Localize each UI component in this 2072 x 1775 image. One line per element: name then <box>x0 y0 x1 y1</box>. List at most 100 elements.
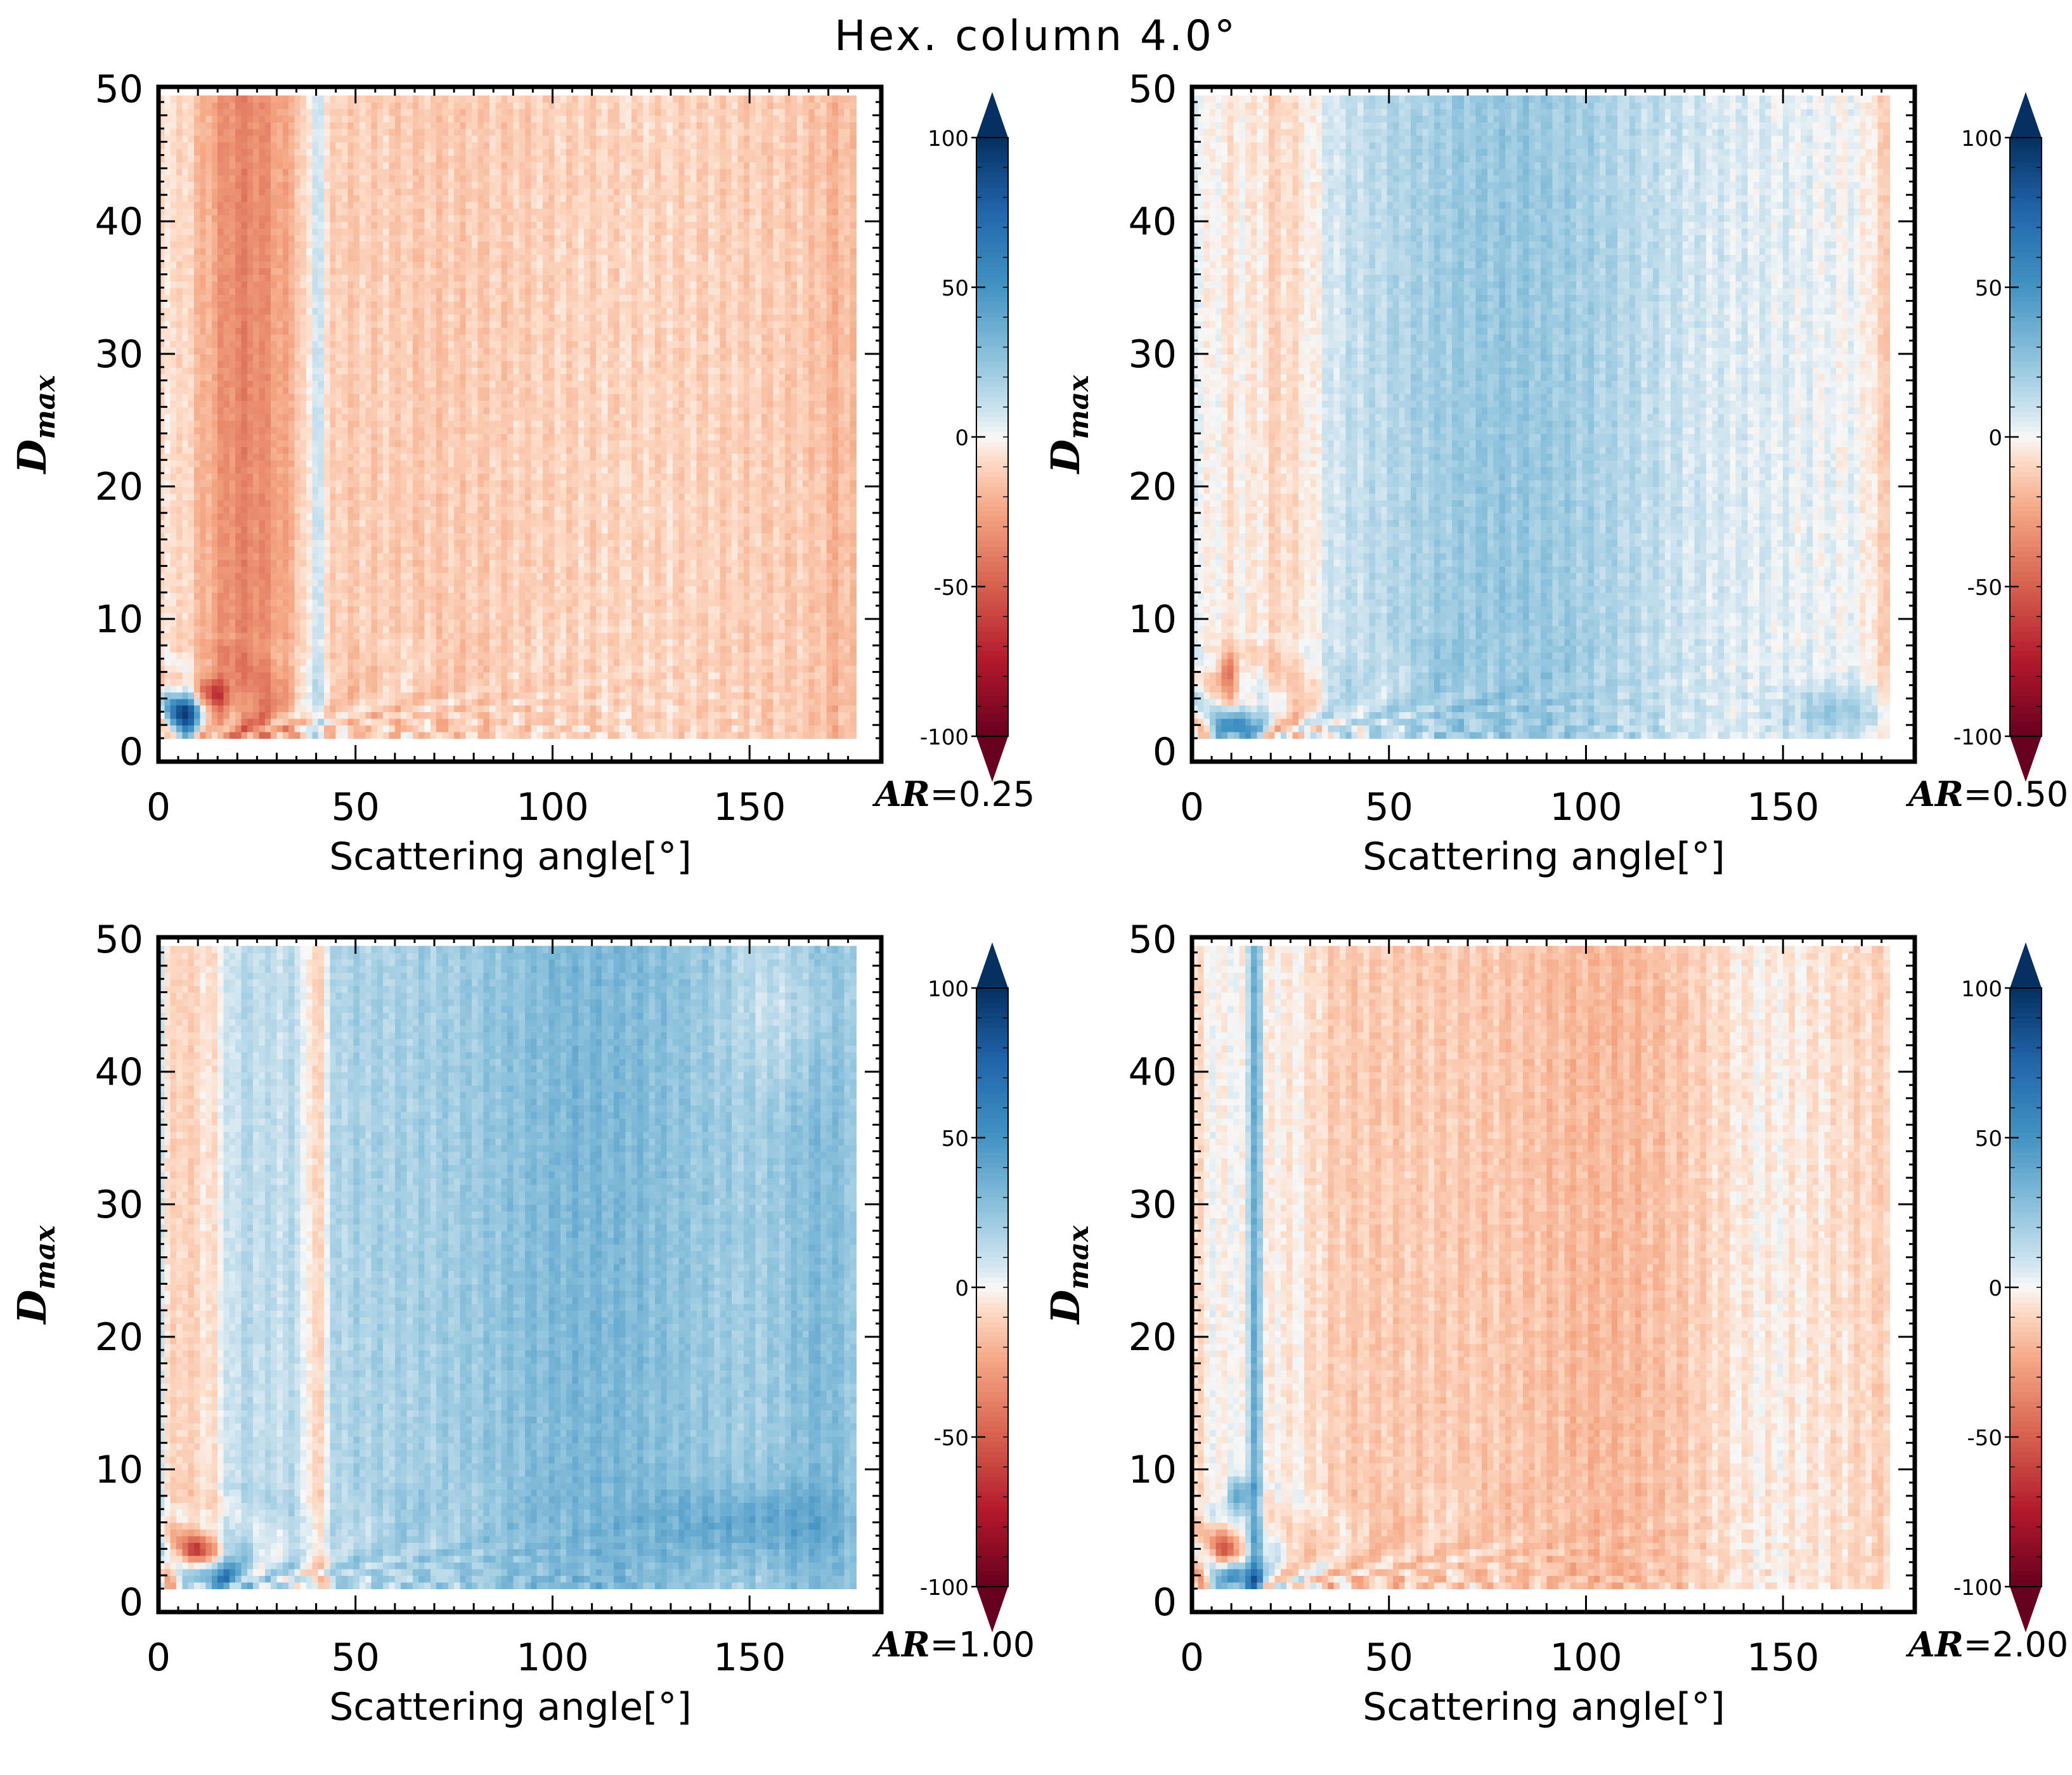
heatmap-cell <box>371 718 378 726</box>
heatmap-cell <box>253 572 260 580</box>
heatmap-cell <box>247 380 254 388</box>
heatmap-cell <box>412 162 419 169</box>
heatmap-cell <box>365 393 372 401</box>
heatmap-cell <box>448 181 455 189</box>
heatmap-cell <box>371 539 378 547</box>
heatmap-cell <box>217 539 224 547</box>
heatmap-cell <box>264 162 271 169</box>
heatmap-cell <box>223 208 230 216</box>
heatmap-cell <box>170 254 177 262</box>
heatmap-cell <box>223 506 230 514</box>
heatmap-cell <box>164 101 171 110</box>
heatmap-cell <box>460 639 467 646</box>
heatmap-cell <box>324 221 331 229</box>
heatmap-cell <box>442 446 449 454</box>
heatmap-cell <box>318 519 325 527</box>
heatmap-cell <box>312 466 319 474</box>
heatmap-cell <box>312 162 319 169</box>
heatmap-cell <box>300 221 307 229</box>
heatmap-cell <box>188 466 195 474</box>
heatmap-cell <box>306 115 313 123</box>
heatmap-cell <box>353 479 360 487</box>
heatmap-cell <box>282 579 289 587</box>
heatmap-cell <box>247 493 254 500</box>
heatmap-cell <box>312 301 319 308</box>
heatmap-cell <box>436 201 443 209</box>
heatmap-cell <box>430 168 437 176</box>
heatmap-cell <box>436 479 443 487</box>
heatmap-cell <box>389 559 396 567</box>
heatmap-cell <box>223 234 230 242</box>
heatmap-cell <box>200 672 207 679</box>
heatmap-cell <box>170 380 177 388</box>
heatmap-cell <box>430 247 437 256</box>
heatmap-cell <box>424 208 431 216</box>
heatmap-cell <box>259 566 266 573</box>
heatmap-cell <box>353 341 360 348</box>
heatmap-cell <box>288 612 295 620</box>
heatmap-cell <box>300 148 307 156</box>
heatmap-cell <box>353 101 360 110</box>
heatmap-cell <box>342 679 349 686</box>
heatmap-cell <box>436 374 443 381</box>
heatmap-cell <box>383 632 390 640</box>
heatmap-cell <box>211 427 218 434</box>
heatmap-cell <box>359 162 366 169</box>
heatmap-cell <box>377 341 384 348</box>
heatmap-cell <box>235 645 242 653</box>
heatmap-cell <box>211 420 218 427</box>
heatmap-cell <box>412 201 419 209</box>
heatmap-cell <box>335 493 342 500</box>
heatmap-cell <box>159 393 165 401</box>
heatmap-cell <box>159 731 165 739</box>
heatmap-cell <box>235 148 242 156</box>
heatmap-cell <box>288 679 295 686</box>
heatmap-cell <box>200 512 207 521</box>
heatmap-cell <box>276 579 283 587</box>
heatmap-cell <box>276 195 283 202</box>
heatmap-cell <box>306 572 313 580</box>
heatmap-cell <box>389 685 396 692</box>
heatmap-cell <box>159 406 165 414</box>
heatmap-cell <box>259 619 266 627</box>
heatmap-cell <box>159 274 165 282</box>
heatmap-cell <box>424 725 431 732</box>
heatmap-cell <box>193 486 200 494</box>
heatmap-cell <box>170 268 177 275</box>
heatmap-cell <box>394 413 401 421</box>
heatmap-cell <box>406 499 413 507</box>
heatmap-cell <box>389 254 396 262</box>
heatmap-cell <box>394 327 401 335</box>
heatmap-cell <box>170 274 177 282</box>
heatmap-cell <box>335 539 342 547</box>
heatmap-cell <box>335 168 342 176</box>
heatmap-cell <box>188 181 195 189</box>
heatmap-cell <box>253 499 260 507</box>
heatmap-cell <box>200 174 207 183</box>
heatmap-cell <box>312 625 319 633</box>
heatmap-cell <box>200 135 207 143</box>
heatmap-cell <box>383 341 390 348</box>
heatmap-cell <box>253 566 260 573</box>
heatmap-cell <box>188 274 195 282</box>
heatmap-cell <box>164 519 171 527</box>
heatmap-cell <box>247 486 254 494</box>
heatmap-cell <box>394 115 401 123</box>
heatmap-cell <box>306 493 313 500</box>
heatmap-cell <box>235 367 242 375</box>
heatmap-cell <box>335 128 342 136</box>
heatmap-cell <box>176 619 183 627</box>
heatmap-cell <box>442 115 449 123</box>
heatmap-cell <box>342 228 349 235</box>
heatmap-cell <box>442 533 449 540</box>
heatmap-cell <box>389 168 396 176</box>
heatmap-cell <box>312 446 319 454</box>
heatmap-cell <box>217 287 224 295</box>
heatmap-cell <box>312 148 319 156</box>
heatmap-cell <box>454 287 461 295</box>
heatmap-cell <box>211 479 218 487</box>
heatmap-cell <box>383 274 390 282</box>
heatmap-cell <box>436 254 443 262</box>
heatmap-cell <box>247 141 254 149</box>
heatmap-cell <box>401 731 408 739</box>
